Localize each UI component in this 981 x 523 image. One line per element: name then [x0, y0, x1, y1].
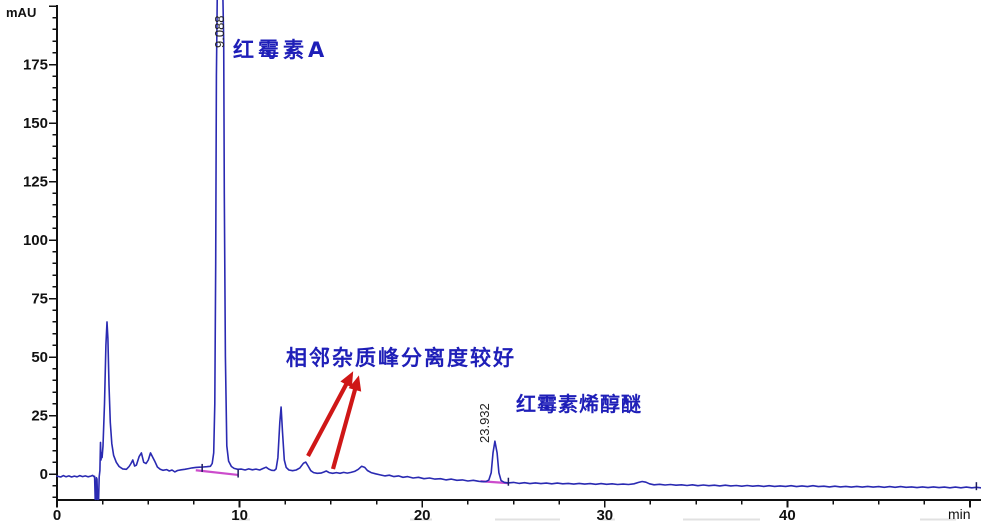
y-tick-label: 25 — [31, 408, 48, 425]
x-axis-unit-label: min — [948, 506, 971, 522]
y-tick-label: 0 — [40, 466, 48, 483]
x-tick-label: 20 — [414, 507, 431, 523]
annotation-arrowhead — [348, 375, 362, 392]
x-tick-label: 0 — [53, 507, 61, 523]
chromatogram-trace — [56, 0, 981, 501]
annotation-arrow — [330, 385, 359, 470]
y-axis-unit-label: mAU — [6, 5, 37, 20]
annotation-arrow — [306, 380, 350, 457]
annotation-enol-ether: 红霉素烯醇醚 — [516, 392, 642, 416]
x-tick-label: 30 — [596, 507, 613, 523]
y-tick-label: 100 — [23, 232, 48, 249]
y-tick-label: 175 — [23, 57, 48, 74]
x-tick-label: 10 — [231, 507, 248, 523]
y-tick-label: 50 — [31, 349, 48, 366]
retention-time-label-enol-ether: 23.932 — [477, 403, 492, 443]
annotation-arrowhead — [340, 371, 354, 388]
annotation-resolution-note: 相邻杂质峰分离度较好 — [286, 346, 516, 370]
x-tick-label: 40 — [779, 507, 796, 523]
retention-time-label-erythromycin-a: 9.088 — [212, 15, 227, 48]
annotation-erythromycin-a: 红霉素A — [233, 38, 329, 62]
y-tick-label: 125 — [23, 174, 48, 191]
axis-lines — [56, 5, 981, 501]
y-tick-label: 75 — [31, 291, 48, 308]
y-tick-label: 150 — [23, 115, 48, 132]
